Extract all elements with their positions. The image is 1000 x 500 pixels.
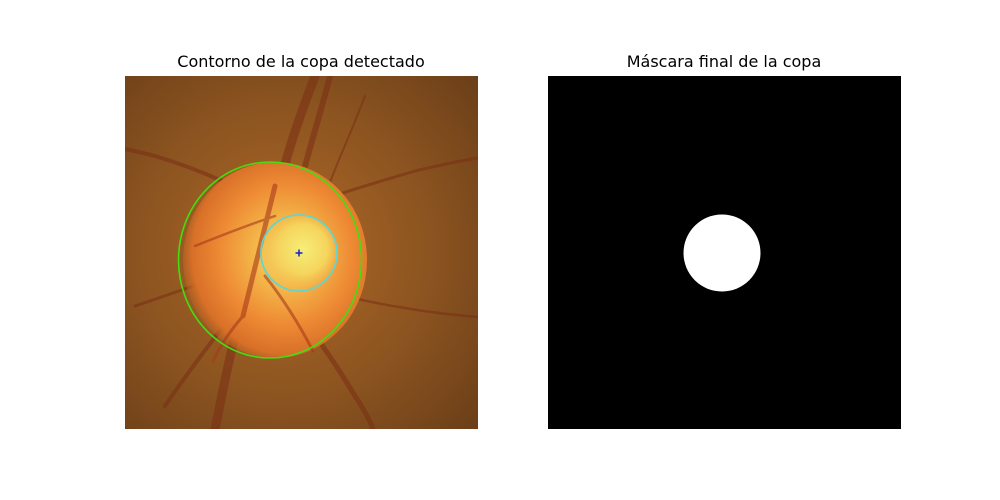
cup-mask-region: [683, 214, 761, 292]
fundus-image-panel: [125, 76, 478, 429]
right-panel-title: Máscara final de la copa: [626, 52, 822, 71]
cup-center-marker: [295, 249, 303, 257]
cup-mask-panel: [548, 76, 901, 429]
disc-vessels: [193, 183, 315, 363]
left-panel-title: Contorno de la copa detectado: [177, 52, 425, 71]
fundus-photograph: [125, 76, 478, 429]
cup-contour: [260, 214, 338, 292]
disc-contour: [177, 161, 363, 359]
binary-mask-image: [548, 76, 901, 429]
